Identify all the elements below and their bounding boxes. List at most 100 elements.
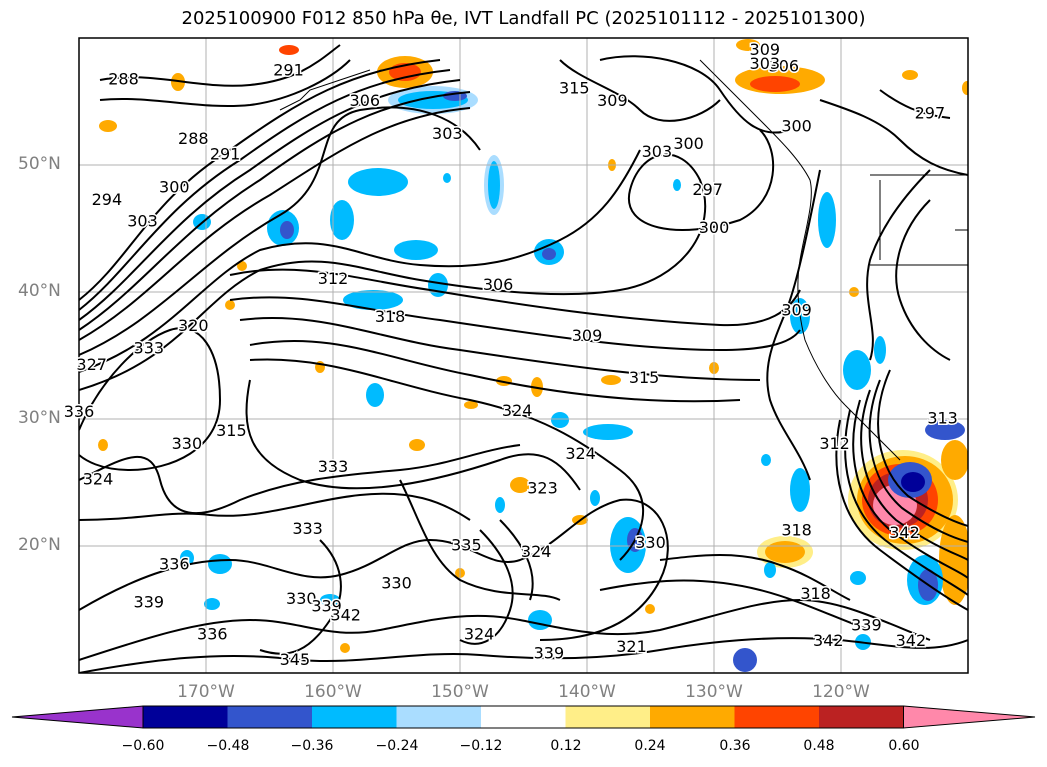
contour-label: 330: [172, 434, 203, 453]
contour-label: 339: [311, 597, 342, 616]
contour-label: 291: [273, 61, 304, 80]
cool-anomaly: [850, 571, 866, 585]
colorbar-segment: [143, 706, 228, 728]
cool-anomaly: [583, 424, 633, 440]
warm-anomaly: [225, 300, 235, 310]
colorbar-tick: −0.12: [459, 738, 503, 754]
contour-label: 294: [92, 190, 123, 209]
contour-label: 318: [781, 520, 812, 539]
warm-anomaly: [962, 81, 968, 95]
contour-label: 323: [527, 478, 558, 497]
contour-label: 321: [616, 637, 647, 656]
contour-label: 306: [769, 57, 800, 76]
contour-label: 339: [534, 643, 565, 662]
contour-label: 315: [216, 421, 247, 440]
cool-anomaly: [208, 554, 232, 574]
colorbar-tick: 0.24: [634, 738, 666, 754]
contour-label: 333: [318, 457, 349, 476]
colorbar-tick: 0.48: [803, 738, 835, 754]
contour-lines: [79, 44, 968, 673]
warm-anomaly: [645, 604, 655, 614]
colorbar-tick: 0.12: [550, 738, 582, 754]
lat-label-40n: 40°N: [18, 281, 61, 301]
lon-label-120w: 120°W: [812, 682, 870, 702]
contour-label: 336: [64, 402, 95, 421]
warm-anomaly: [510, 477, 530, 493]
cool-anomaly: [764, 562, 776, 578]
warm-anomaly: [279, 45, 299, 55]
cool-anomaly: [320, 594, 340, 606]
cool-anomaly: [542, 248, 556, 260]
contour-label: 309: [750, 40, 781, 59]
cool-anomaly: [330, 200, 354, 240]
cool-anomaly: [528, 610, 552, 630]
cool-anomaly: [348, 168, 408, 196]
contour-label: 315: [629, 368, 660, 387]
contour-label: 288: [178, 129, 209, 148]
contour-label: 297: [692, 180, 723, 199]
cool-anomaly: [204, 598, 220, 610]
contour-label: 309: [781, 301, 812, 320]
warm-anomaly: [99, 120, 117, 132]
contour-label: 336: [159, 555, 190, 574]
contour-label: 288: [108, 69, 139, 88]
contour-label: 318: [375, 307, 406, 326]
colorbar-segment: [312, 706, 397, 728]
contour-label: 339: [134, 593, 165, 612]
warm-anomaly: [464, 401, 478, 409]
contour-label: 339: [851, 616, 882, 635]
cool-anomaly: [874, 336, 886, 364]
colorbar-segment: [819, 706, 904, 728]
gridlines: [79, 38, 968, 673]
contour-label: 342: [896, 631, 927, 650]
contour-label: 324: [83, 470, 114, 489]
contour-label: 309: [572, 326, 603, 345]
contour-label: 312: [318, 269, 349, 288]
contour-label: 333: [292, 519, 323, 538]
colorbar-extend-high: [903, 705, 1036, 729]
warm-anomaly: [765, 541, 805, 563]
contour-label: 335: [451, 536, 482, 555]
warm-anomaly: [601, 375, 621, 385]
cool-anomaly: [901, 472, 925, 492]
contour-label: 312: [819, 434, 850, 453]
cool-anomaly: [551, 412, 569, 428]
contour-label: 318: [800, 584, 831, 603]
colorbar-tick: −0.24: [375, 738, 419, 754]
colorbar-segment: [227, 706, 312, 728]
lat-label-30n: 30°N: [18, 408, 61, 428]
contour-label: 342: [813, 631, 844, 650]
contour-label: 327: [76, 355, 107, 374]
colorbar-segment: [481, 706, 566, 728]
plot-frame: [78, 37, 969, 674]
contour-label: 300: [781, 116, 812, 135]
lon-label-150w: 150°W: [431, 682, 489, 702]
contour-label: 330: [381, 574, 412, 593]
warm-anomaly: [340, 643, 350, 653]
cool-anomaly: [733, 648, 757, 672]
warm-anomaly: [750, 76, 800, 92]
contour-label: 303: [432, 124, 463, 143]
cool-anomaly: [180, 550, 194, 566]
colorbar-tick: 0.60: [888, 738, 920, 754]
contour-label: 300: [159, 177, 190, 196]
cool-anomaly: [818, 192, 836, 248]
cool-anomaly: [343, 290, 403, 310]
contour-label: 324: [464, 624, 495, 643]
cool-anomaly: [790, 468, 810, 512]
contour-label: 300: [673, 134, 704, 153]
warm-anomaly: [736, 39, 760, 51]
contour-label: 300: [699, 218, 730, 237]
lon-label-170w: 170°W: [177, 682, 235, 702]
colorbar-tick: 0.36: [719, 738, 751, 754]
colorbar-segment: [734, 706, 819, 728]
contour-label: 309: [597, 91, 628, 110]
cool-anomaly: [366, 383, 384, 407]
contour-label: 330: [635, 533, 666, 552]
cool-anomaly: [394, 240, 438, 260]
contour-label: 303: [642, 142, 673, 161]
colorbar-extend-low: [11, 705, 144, 729]
contour-label: 306: [483, 275, 514, 294]
warm-anomaly: [409, 439, 425, 451]
